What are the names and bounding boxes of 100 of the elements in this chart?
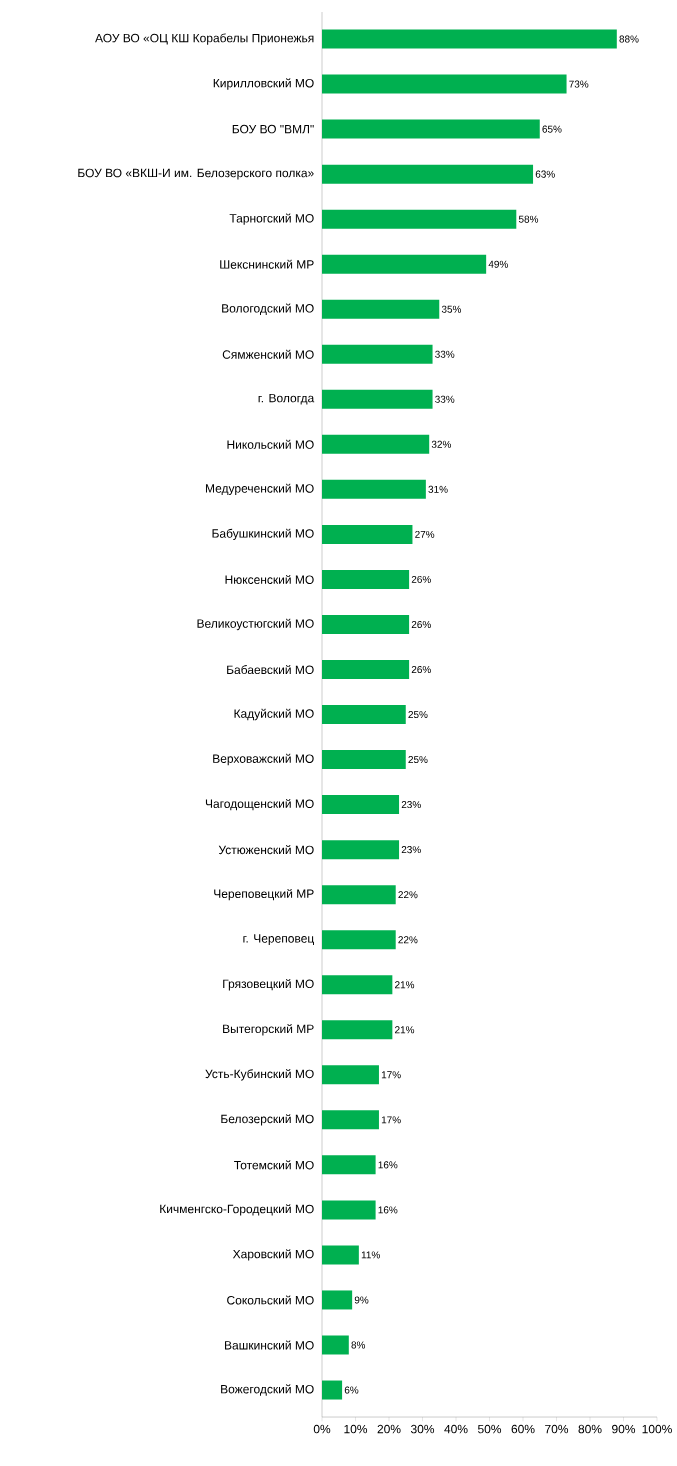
x-tick-label: 70% xyxy=(545,1424,569,1434)
x-tick-label: 20% xyxy=(377,1424,401,1434)
bar xyxy=(322,299,440,319)
y-tick-label: БОУ ВО "ВМЛ" xyxy=(232,124,314,134)
y-tick-label: Белозерский МО xyxy=(221,1114,314,1126)
data-label: 26% xyxy=(411,575,431,583)
data-label: 32% xyxy=(431,440,451,448)
data-label: 31% xyxy=(428,485,448,493)
data-label: 63% xyxy=(535,170,555,178)
x-tick-label: 90% xyxy=(612,1424,636,1434)
y-tick-label: Вытегорский МР xyxy=(223,1024,314,1036)
x-tick-label: 60% xyxy=(511,1424,535,1434)
y-tick-label: Бабушкинский МО xyxy=(212,528,314,541)
y-tick-label: Вологодский МО xyxy=(222,303,314,315)
bar xyxy=(322,209,517,229)
bar xyxy=(322,479,426,499)
x-tick-label: 50% xyxy=(477,1424,502,1434)
bar xyxy=(322,569,410,589)
y-tick-label: Тарногский МО xyxy=(229,213,314,225)
y-tick-label: Великоустюгский МО xyxy=(197,618,314,631)
data-label: 9% xyxy=(354,1296,369,1304)
bar xyxy=(322,1335,349,1355)
data-label: 16% xyxy=(378,1206,398,1214)
y-tick-label: Бабаевский МО xyxy=(227,664,314,675)
bar xyxy=(322,524,413,544)
data-label: 17% xyxy=(381,1116,401,1124)
y-tick-label: Чагодощенский МО xyxy=(205,798,314,811)
data-label: 6% xyxy=(344,1386,359,1394)
data-label: 21% xyxy=(395,981,415,989)
bar xyxy=(322,750,406,770)
y-tick-label: Нюксенский МО xyxy=(225,574,314,584)
data-label: 23% xyxy=(401,846,421,854)
x-tick-label: 40% xyxy=(444,1424,468,1434)
data-label: 22% xyxy=(398,891,418,899)
y-tick-label: АОУ ВО «ОЦ КШ Корабелы Прионежья xyxy=(95,33,314,45)
x-tick-label: 10% xyxy=(344,1424,368,1434)
y-tick-label: г. Череповец xyxy=(243,934,314,946)
bar xyxy=(322,840,400,860)
data-label: 26% xyxy=(411,620,431,628)
bar xyxy=(322,660,410,679)
y-tick-label: г. Вологда xyxy=(258,393,315,405)
bar xyxy=(322,119,540,139)
bar xyxy=(322,1380,343,1400)
y-tick-label: БОУ ВО «ВКШ-И им. Белозерского полка» xyxy=(78,168,314,180)
bar xyxy=(322,254,487,274)
x-tick-label: 100% xyxy=(642,1424,672,1434)
data-label: 22% xyxy=(398,936,418,944)
y-tick-label: Вашкинский МО xyxy=(225,1340,314,1350)
bar xyxy=(322,795,400,815)
bar xyxy=(322,930,396,950)
data-label: 27% xyxy=(415,530,435,538)
data-label: 35% xyxy=(441,305,462,313)
data-label: 33% xyxy=(435,350,455,358)
y-tick-label: Тотемский МО xyxy=(234,1160,314,1170)
bar xyxy=(322,1155,376,1175)
bar xyxy=(322,1200,376,1220)
data-label: 25% xyxy=(408,711,428,719)
y-tick-label: Шекснинский МР xyxy=(220,259,314,269)
data-label: 49% xyxy=(488,260,508,268)
data-label: 58% xyxy=(518,215,539,223)
data-label: 23% xyxy=(401,801,421,809)
y-tick-label: Сокольский МО xyxy=(227,1295,314,1305)
y-tick-label: Кичменгско-Городецкий МО xyxy=(160,1204,314,1216)
bar xyxy=(322,1290,353,1310)
y-tick-label: Харовский МО xyxy=(232,1249,314,1261)
bar xyxy=(322,29,617,49)
y-tick-label: Устюженский МО xyxy=(218,845,314,855)
y-tick-label: Кирилловский МО xyxy=(213,78,314,90)
bar xyxy=(322,389,433,409)
x-tick-label: 0% xyxy=(313,1424,331,1434)
data-label: 73% xyxy=(569,80,589,88)
data-label: 21% xyxy=(395,1026,415,1034)
data-label: 25% xyxy=(408,756,428,764)
y-tick-label: Вожегодский МО xyxy=(221,1384,314,1396)
bar xyxy=(322,705,406,725)
data-label: 26% xyxy=(411,665,431,674)
y-tick-label: Никольский МО xyxy=(227,439,314,449)
data-label: 33% xyxy=(435,395,455,403)
bar xyxy=(322,1020,393,1040)
y-tick-label: Грязовецкий МО xyxy=(223,979,314,991)
bar xyxy=(322,1110,379,1130)
data-label: 17% xyxy=(381,1071,401,1079)
data-label: 65% xyxy=(542,125,562,133)
bar xyxy=(322,975,393,995)
data-label: 11% xyxy=(361,1251,380,1259)
y-tick-label: Сямженский МО xyxy=(222,349,314,359)
bar xyxy=(322,164,534,184)
x-tick-label: 80% xyxy=(578,1424,602,1434)
x-tick-label: 30% xyxy=(410,1424,435,1434)
y-tick-label: Кадуйский МО xyxy=(234,708,314,721)
data-label: 16% xyxy=(378,1161,398,1169)
bar xyxy=(322,885,396,905)
bar xyxy=(322,74,567,94)
bar xyxy=(322,1065,379,1085)
bar xyxy=(322,1245,359,1265)
data-label: 88% xyxy=(619,35,639,43)
data-label: 8% xyxy=(351,1341,366,1349)
y-tick-label: Верховажский МО xyxy=(213,753,314,766)
bar xyxy=(322,434,430,454)
bar xyxy=(322,614,410,634)
